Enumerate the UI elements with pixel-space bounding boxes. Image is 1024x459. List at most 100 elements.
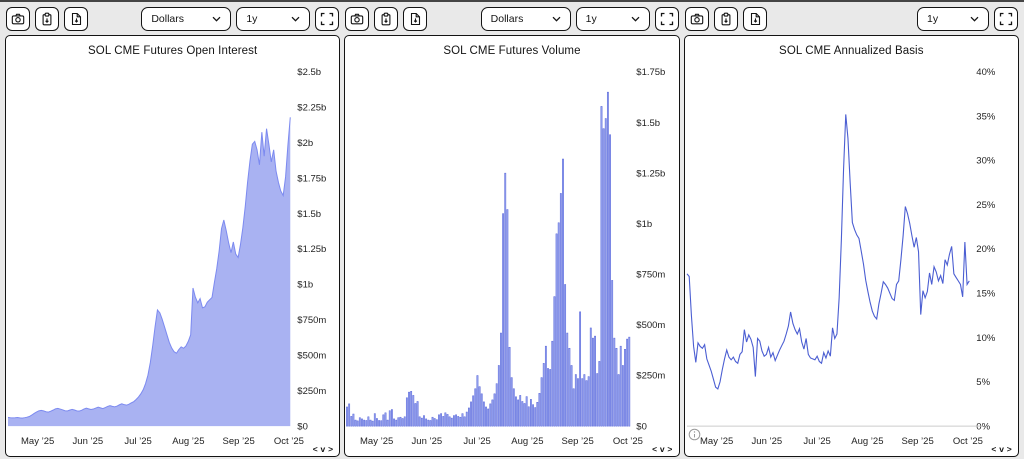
toolbar-left-group <box>6 6 88 31</box>
chevron-down-icon <box>631 16 640 22</box>
clipboard-icon <box>721 12 731 25</box>
svg-text:$1.25b: $1.25b <box>297 244 326 255</box>
toolbar-right-group: Dollars 1y <box>141 6 340 31</box>
chart-title: SOL CME Annualized Basis <box>779 45 924 57</box>
timeframe-select-value: 1y <box>246 12 258 25</box>
svg-text:$2.25b: $2.25b <box>297 103 326 114</box>
svg-text:Jul ’25: Jul ’25 <box>124 436 151 447</box>
chart-card-volume: SOL CME Futures Volume $1.75b $1.5b $1.25b… <box>344 35 680 457</box>
annualized-basis-line-chart[interactable]: 40% 35% 30% 25% 20% 15% 10% 5% 0% May ’25 Jun ’25 J… <box>685 62 1018 456</box>
svg-text:Aug ’25: Aug ’25 <box>851 436 883 447</box>
svg-text:20%: 20% <box>976 244 996 255</box>
timeframe-select[interactable]: 1y <box>236 6 311 31</box>
fullscreen-icon <box>999 12 1013 25</box>
toolbar-volume: Dollars 1y <box>344 5 679 35</box>
units-select-value: Dollars <box>490 12 524 25</box>
toolbar-annualized-basis: 1y <box>684 5 1019 35</box>
pan-left-icon[interactable]: < <box>312 444 319 454</box>
svg-text:$1.75b: $1.75b <box>297 173 326 184</box>
pan-left-icon[interactable]: < <box>991 444 997 454</box>
chart-nav: < v > <box>991 444 1012 454</box>
pan-down-icon[interactable]: v <box>320 444 326 454</box>
file-download-icon <box>750 12 760 25</box>
pan-down-icon[interactable]: v <box>999 444 1005 454</box>
file-download-icon <box>71 12 82 25</box>
svg-text:Aug ’25: Aug ’25 <box>512 436 544 447</box>
timeframe-select-value: 1y <box>585 12 597 25</box>
chart-title: SOL CME Futures Open Interest <box>88 45 258 57</box>
svg-text:$1.25b: $1.25b <box>637 168 666 179</box>
copy-button[interactable] <box>713 6 738 31</box>
toolbar-left-group <box>684 6 767 31</box>
units-select[interactable]: Dollars <box>141 6 232 31</box>
svg-text:Sep ’25: Sep ’25 <box>901 436 933 447</box>
svg-text:0%: 0% <box>976 421 990 432</box>
svg-text:$500m: $500m <box>297 351 326 362</box>
svg-text:Jun ’25: Jun ’25 <box>751 436 782 447</box>
svg-text:Sep ’25: Sep ’25 <box>562 436 594 447</box>
fullscreen-button[interactable] <box>315 6 340 31</box>
svg-text:$250m: $250m <box>297 386 326 397</box>
camera-icon <box>11 13 25 24</box>
timeframe-select-value: 1y <box>926 12 939 25</box>
copy-button[interactable] <box>35 6 59 31</box>
chart-title: SOL CME Futures Volume <box>443 45 581 57</box>
pan-left-icon[interactable]: < <box>652 444 658 454</box>
fullscreen-button[interactable] <box>654 6 679 31</box>
svg-text:May ’25: May ’25 <box>21 436 54 447</box>
chart-card-open-interest: SOL CME Futures Open Interest $2.5b $2.25… <box>5 35 341 457</box>
volume-bar-chart[interactable]: $1.75b $1.5b $1.25b $1b $750m $500m $250m $0 May… <box>345 62 678 456</box>
svg-text:$0: $0 <box>637 421 648 432</box>
screenshot-button[interactable] <box>6 6 30 31</box>
chart-nav: < v > <box>652 444 673 454</box>
copy-button[interactable] <box>374 6 399 31</box>
panel-open-interest: Dollars 1y SOL CME Futures Open Interest… <box>5 5 341 457</box>
timeframe-select[interactable]: 1y <box>916 6 989 31</box>
pan-right-icon[interactable]: > <box>1006 444 1012 454</box>
fullscreen-icon <box>321 12 334 25</box>
svg-text:$0: $0 <box>297 421 308 432</box>
units-select-value: Dollars <box>151 12 185 25</box>
export-button[interactable] <box>403 6 428 31</box>
svg-text:Sep ’25: Sep ’25 <box>223 436 255 447</box>
panel-annualized-basis: 1y SOL CME Annualized Basis 40% 35% 30% 25%… <box>683 5 1019 457</box>
file-download-icon <box>411 12 421 25</box>
svg-text:10%: 10% <box>976 333 996 344</box>
info-icon[interactable] <box>688 428 701 446</box>
svg-text:$500m: $500m <box>637 320 666 331</box>
svg-text:30%: 30% <box>976 156 996 167</box>
toolbar-right-group: Dollars 1y <box>480 6 679 31</box>
camera-icon <box>690 13 703 24</box>
svg-text:Jul ’25: Jul ’25 <box>464 436 491 447</box>
clipboard-icon <box>42 12 52 25</box>
svg-text:Aug ’25: Aug ’25 <box>172 436 204 447</box>
export-button[interactable] <box>64 6 88 31</box>
chevron-down-icon <box>212 16 221 22</box>
fullscreen-button[interactable] <box>993 6 1018 31</box>
export-button[interactable] <box>742 6 767 31</box>
svg-text:$1.5b: $1.5b <box>297 209 321 220</box>
svg-text:25%: 25% <box>976 200 996 211</box>
svg-text:$1.5b: $1.5b <box>637 118 661 129</box>
svg-text:$2b: $2b <box>297 138 313 149</box>
pan-right-icon[interactable]: > <box>328 444 334 454</box>
svg-text:May ’25: May ’25 <box>700 436 733 447</box>
chevron-down-icon <box>970 16 979 22</box>
svg-text:$250m: $250m <box>637 371 666 382</box>
units-select[interactable]: Dollars <box>480 6 571 31</box>
fullscreen-icon <box>660 12 673 25</box>
panel-volume: Dollars 1y SOL CME Futures Volume $1.75b… <box>344 5 680 457</box>
screenshot-button[interactable] <box>684 6 709 31</box>
svg-text:$2.5b: $2.5b <box>297 67 321 78</box>
pan-right-icon[interactable]: > <box>667 444 673 454</box>
screenshot-button[interactable] <box>345 6 370 31</box>
svg-text:Jun ’25: Jun ’25 <box>73 436 104 447</box>
svg-text:35%: 35% <box>976 111 996 122</box>
pan-down-icon[interactable]: v <box>659 444 665 454</box>
svg-text:Oct ’25: Oct ’25 <box>274 436 304 447</box>
open-interest-area-chart[interactable]: $2.5b $2.25b $2b $1.75b $1.5b $1.25b $1b $750m $… <box>6 62 339 456</box>
camera-icon <box>351 13 364 24</box>
timeframe-select[interactable]: 1y <box>575 6 650 31</box>
svg-text:$1b: $1b <box>637 219 653 230</box>
